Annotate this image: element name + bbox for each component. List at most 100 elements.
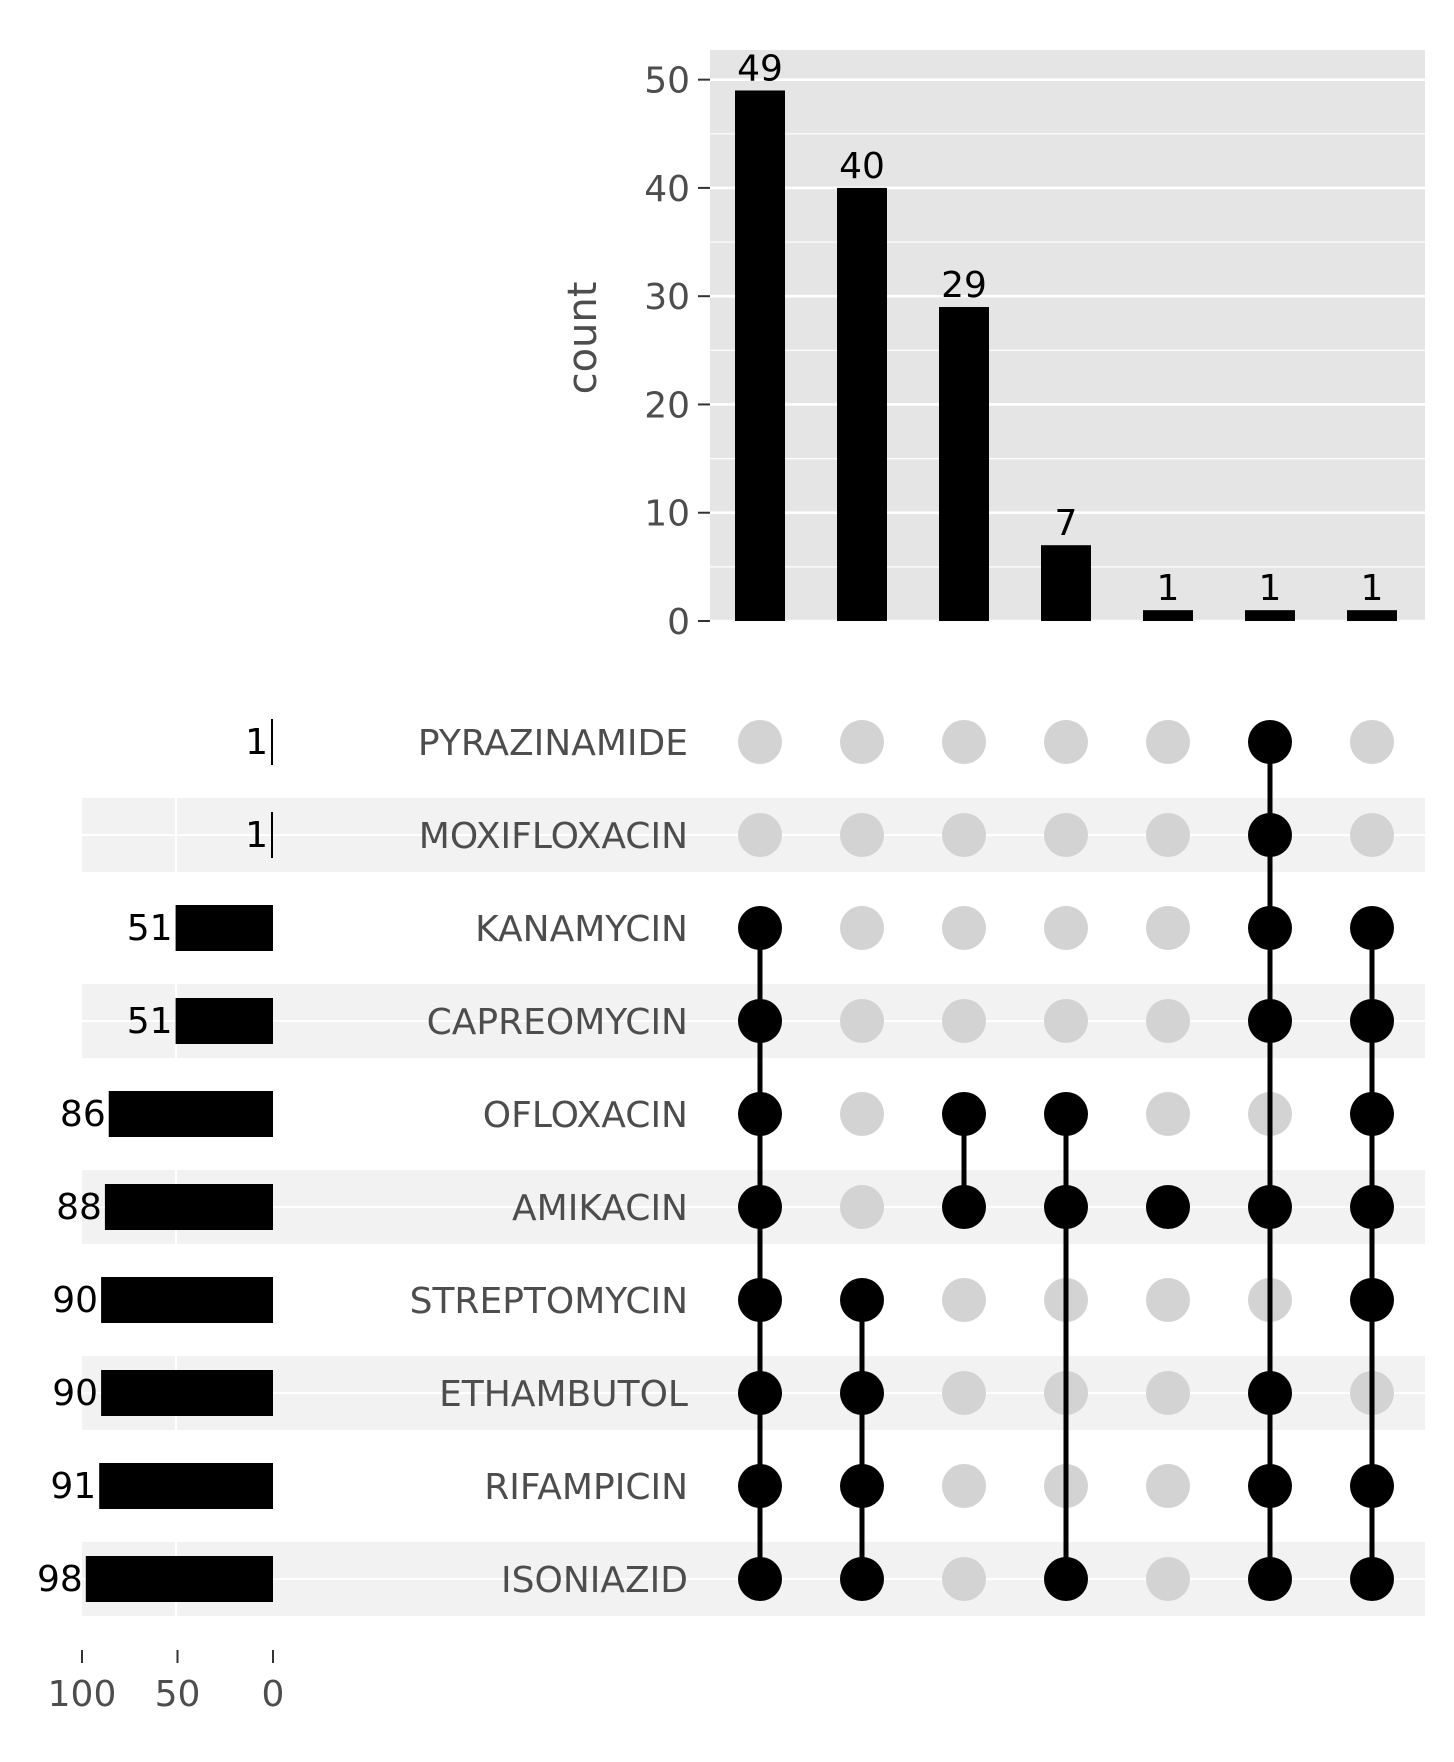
set-size-bar bbox=[271, 719, 273, 765]
matrix-dot-inactive bbox=[942, 720, 986, 764]
set-label: AMIKACIN bbox=[512, 1188, 688, 1229]
matrix-dot-active bbox=[738, 1371, 782, 1415]
matrix-dot-inactive bbox=[1146, 1092, 1190, 1136]
matrix-dot-active bbox=[942, 1092, 986, 1136]
x-tick-label: 100 bbox=[48, 1674, 117, 1715]
set-size-bar bbox=[101, 1370, 273, 1416]
intersection-bar bbox=[1347, 610, 1397, 621]
set-size-data-label: 88 bbox=[56, 1187, 102, 1228]
matrix-dot-active bbox=[840, 1371, 884, 1415]
set-size-bar bbox=[104, 1184, 273, 1230]
set-label: OFLOXACIN bbox=[483, 1095, 688, 1136]
y-tick-label: 20 bbox=[644, 385, 690, 426]
matrix-dot-active bbox=[1248, 999, 1292, 1043]
set-label: CAPREOMYCIN bbox=[427, 1002, 688, 1043]
matrix-dot-inactive bbox=[840, 999, 884, 1043]
set-label: RIFAMPICIN bbox=[484, 1467, 688, 1508]
matrix-dot-active bbox=[738, 1185, 782, 1229]
set-size-bar bbox=[101, 1277, 273, 1323]
matrix-dot-active bbox=[1248, 720, 1292, 764]
matrix-dot-inactive bbox=[942, 1464, 986, 1508]
intersection-bar bbox=[837, 187, 887, 621]
matrix-dot-inactive bbox=[942, 1557, 986, 1601]
set-label: MOXIFLOXACIN bbox=[419, 816, 688, 857]
matrix-dot-active bbox=[1248, 906, 1292, 950]
matrix-dot-active bbox=[738, 1557, 782, 1601]
matrix-dot-active bbox=[738, 1092, 782, 1136]
set-label: ETHAMBUTOL bbox=[439, 1374, 688, 1415]
intersection-bar-panel: 0 10 20 30 40 50 49 40 29 7 1 1 1 bbox=[644, 48, 1425, 643]
intersection-data-label: 49 bbox=[737, 48, 783, 89]
matrix-dot-active bbox=[1350, 1278, 1394, 1322]
matrix-dot-inactive bbox=[840, 720, 884, 764]
y-tick-label: 30 bbox=[644, 277, 690, 318]
matrix-dot-inactive bbox=[1146, 1464, 1190, 1508]
matrix-dot-active bbox=[1146, 1185, 1190, 1229]
matrix-dot-active bbox=[1044, 1557, 1088, 1601]
matrix-dot-inactive bbox=[1146, 720, 1190, 764]
plot-background bbox=[710, 50, 1425, 621]
matrix-dot-inactive bbox=[1044, 813, 1088, 857]
matrix-dot-active bbox=[738, 1464, 782, 1508]
matrix-dot-active bbox=[1350, 1557, 1394, 1601]
matrix-dot-inactive bbox=[1146, 1371, 1190, 1415]
intersection-bar bbox=[1143, 610, 1193, 621]
matrix-dot-active bbox=[840, 1278, 884, 1322]
matrix-dot-inactive bbox=[1350, 813, 1394, 857]
matrix-dot-inactive bbox=[942, 1371, 986, 1415]
set-size-data-label: 86 bbox=[60, 1094, 106, 1135]
matrix-dot-active bbox=[1350, 1092, 1394, 1136]
set-size-data-label: 51 bbox=[127, 1001, 173, 1042]
intersection-bar bbox=[1041, 545, 1091, 621]
matrix-dot-active bbox=[1350, 1464, 1394, 1508]
x-tick-label: 0 bbox=[262, 1674, 285, 1715]
matrix-dot-inactive bbox=[1146, 906, 1190, 950]
intersection-data-label: 29 bbox=[941, 265, 987, 306]
matrix-dot-inactive bbox=[942, 999, 986, 1043]
matrix-dot-active bbox=[738, 999, 782, 1043]
matrix-dot-active bbox=[738, 1278, 782, 1322]
matrix-dot-active bbox=[1248, 1557, 1292, 1601]
matrix-dot-inactive bbox=[840, 1185, 884, 1229]
set-size-data-label: 91 bbox=[50, 1466, 96, 1507]
matrix-dot-active bbox=[1350, 906, 1394, 950]
set-size-bar bbox=[99, 1463, 273, 1509]
matrix-dot-active bbox=[840, 1557, 884, 1601]
matrix-dot-inactive bbox=[840, 813, 884, 857]
y-tick-label: 40 bbox=[644, 169, 690, 210]
set-label: ISONIAZID bbox=[501, 1560, 688, 1601]
set-size-bar bbox=[175, 905, 273, 951]
matrix-dot-active bbox=[840, 1464, 884, 1508]
set-label: PYRAZINAMIDE bbox=[418, 723, 688, 764]
matrix-dot-active bbox=[1248, 1371, 1292, 1415]
matrix-dot-inactive bbox=[738, 813, 782, 857]
set-size-data-label: 1 bbox=[245, 815, 268, 856]
set-size-panel: 1 1 51 51 86 88 90 90 91 98 100 50 0 bbox=[37, 719, 284, 1715]
matrix-dot-inactive bbox=[738, 720, 782, 764]
matrix-dot-inactive bbox=[1044, 906, 1088, 950]
matrix-dot-inactive bbox=[942, 1278, 986, 1322]
intersection-bar bbox=[939, 307, 989, 621]
set-label: KANAMYCIN bbox=[475, 909, 688, 950]
matrix-dot-active bbox=[738, 906, 782, 950]
matrix-dot-inactive bbox=[1146, 1557, 1190, 1601]
x-tick-label: 50 bbox=[155, 1674, 201, 1715]
matrix-dot-active bbox=[1044, 1092, 1088, 1136]
set-size-bar bbox=[108, 1091, 274, 1137]
matrix-dot-inactive bbox=[1146, 1278, 1190, 1322]
matrix-dot-inactive bbox=[1044, 999, 1088, 1043]
matrix-dot-inactive bbox=[1350, 720, 1394, 764]
intersection-data-label: 1 bbox=[1157, 568, 1180, 609]
matrix-dot-active bbox=[1350, 1185, 1394, 1229]
set-label: STREPTOMYCIN bbox=[410, 1281, 688, 1322]
intersection-bar bbox=[1245, 610, 1295, 621]
matrix-dot-inactive bbox=[840, 1092, 884, 1136]
matrix-dot-inactive bbox=[1146, 999, 1190, 1043]
set-size-bar bbox=[175, 998, 273, 1044]
set-size-data-label: 90 bbox=[52, 1373, 98, 1414]
set-size-bar bbox=[271, 812, 273, 858]
intersection-data-label: 1 bbox=[1259, 568, 1282, 609]
matrix-dot-inactive bbox=[1044, 720, 1088, 764]
intersection-data-label: 1 bbox=[1361, 568, 1384, 609]
